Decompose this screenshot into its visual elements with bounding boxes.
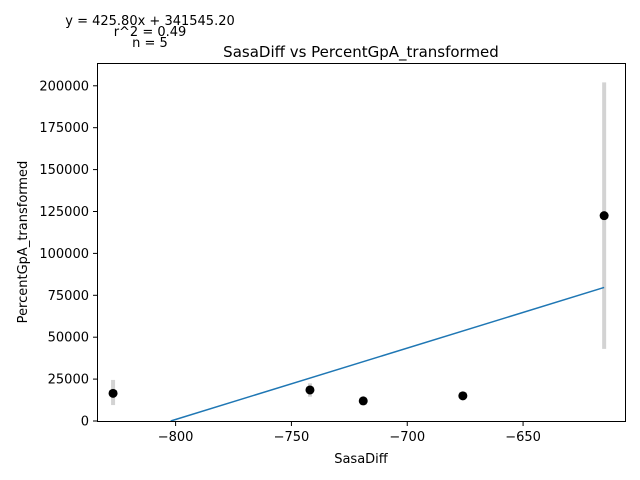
- y-tick-label: 25000: [48, 373, 89, 388]
- y-axis-label: PercentGpA_transformed: [16, 161, 31, 324]
- y-tick-label: 50000: [48, 331, 89, 346]
- y-tick-label: 200000: [39, 79, 89, 94]
- y-tick-label: 0: [81, 415, 89, 430]
- data-point: [599, 211, 609, 221]
- data-point: [108, 388, 118, 398]
- x-tick-label: −800: [158, 430, 194, 445]
- x-tick-label: −650: [505, 430, 541, 445]
- y-tick-label: 75000: [48, 289, 89, 304]
- y-tick-label: 100000: [39, 247, 89, 262]
- data-point: [305, 385, 315, 395]
- n-annotation: n = 5: [132, 36, 168, 51]
- y-axis: 0 25000 50000 75000 100000 125000 150000 175000…: [39, 79, 98, 430]
- equation-annotation: y = 425.80x + 341545.20: [65, 14, 235, 29]
- x-tick-label: −700: [389, 430, 425, 445]
- x-axis-label: SasaDiff: [334, 452, 389, 467]
- x-axis: −800 −750 −700 −650: [158, 421, 541, 445]
- y-tick-label: 125000: [39, 205, 89, 220]
- y-tick-label: 150000: [39, 163, 89, 178]
- plot-area: [108, 82, 609, 422]
- y-tick-label: 175000: [39, 121, 89, 136]
- x-tick-label: −750: [274, 430, 310, 445]
- regression-line: [170, 286, 605, 422]
- axes-frame: [97, 63, 626, 422]
- r-squared-annotation: r^2 = 0.49: [114, 25, 187, 40]
- chart-title: SasaDiff vs PercentGpA_transformed: [223, 43, 499, 62]
- data-point: [358, 396, 368, 406]
- data-point: [458, 391, 468, 401]
